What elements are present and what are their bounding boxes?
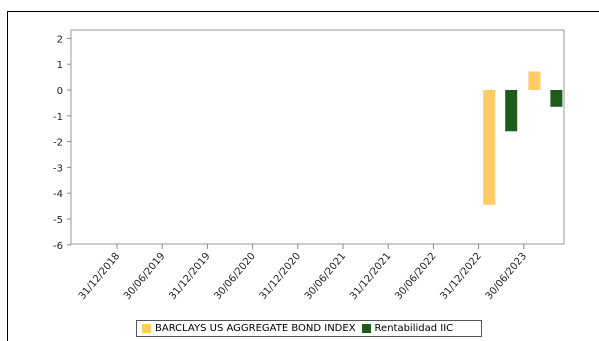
x-tick-label: 31/12/2018 bbox=[77, 251, 122, 302]
y-tick-label: -1 bbox=[53, 112, 63, 123]
y-tick-label: -2 bbox=[53, 138, 63, 149]
x-tick-label: 31/12/2022 bbox=[438, 251, 483, 302]
x-tick-label: 30/06/2019 bbox=[122, 251, 167, 302]
y-tick-label: 2 bbox=[57, 34, 63, 45]
legend-swatch-series-0 bbox=[142, 324, 151, 333]
legend-swatch-series-1 bbox=[361, 324, 371, 333]
plot-area bbox=[70, 29, 565, 245]
bar-series-1 bbox=[505, 90, 518, 132]
x-tick-label: 31/12/2021 bbox=[348, 251, 393, 302]
chart-legend: BARCLAYS US AGGREGATE BOND INDEX Rentabi… bbox=[136, 320, 482, 337]
y-tick-label: -6 bbox=[53, 241, 63, 252]
y-tick-label: -5 bbox=[53, 215, 63, 226]
x-tick-label: 30/06/2023 bbox=[484, 251, 529, 302]
x-tick-label: 30/06/2021 bbox=[303, 251, 348, 302]
legend-item-series-0: BARCLAYS US AGGREGATE BOND INDEX bbox=[142, 323, 356, 334]
chart-bars bbox=[483, 71, 563, 205]
y-tick-label: -3 bbox=[53, 163, 63, 174]
chart-axes bbox=[70, 29, 565, 245]
x-axis-ticks: 31/12/2018 30/06/2019 31/12/2019 30/06/2020… bbox=[77, 244, 529, 302]
bar-series-0 bbox=[528, 71, 541, 90]
legend-label-series-1: Rentabilidad IIC bbox=[374, 323, 454, 334]
y-tick-label: 1 bbox=[57, 60, 63, 71]
y-axis-ticks: 2 1 0 -1 -2 -3 -4 -5 -6 bbox=[53, 34, 71, 252]
x-tick-label: 31/12/2020 bbox=[258, 251, 303, 302]
bar-series-1 bbox=[550, 90, 563, 107]
y-tick-label: -4 bbox=[53, 189, 63, 200]
legend-item-series-1: Rentabilidad IIC bbox=[361, 323, 454, 334]
x-tick-label: 30/06/2020 bbox=[212, 251, 257, 302]
y-tick-label: 0 bbox=[57, 86, 63, 97]
bar-series-0 bbox=[483, 90, 496, 205]
x-tick-label: 31/12/2019 bbox=[167, 251, 212, 302]
legend-label-series-0: BARCLAYS US AGGREGATE BOND INDEX bbox=[155, 323, 356, 334]
x-tick-label: 30/06/2022 bbox=[393, 251, 438, 302]
chart-frame bbox=[7, 11, 599, 341]
